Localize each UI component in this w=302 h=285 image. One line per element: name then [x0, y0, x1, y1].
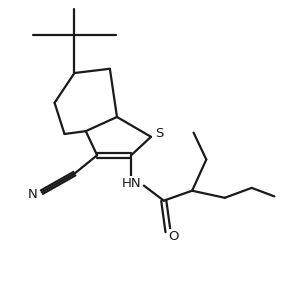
Text: S: S	[155, 127, 164, 141]
Text: N: N	[27, 188, 37, 201]
Text: HN: HN	[122, 177, 142, 190]
Text: O: O	[169, 230, 179, 243]
